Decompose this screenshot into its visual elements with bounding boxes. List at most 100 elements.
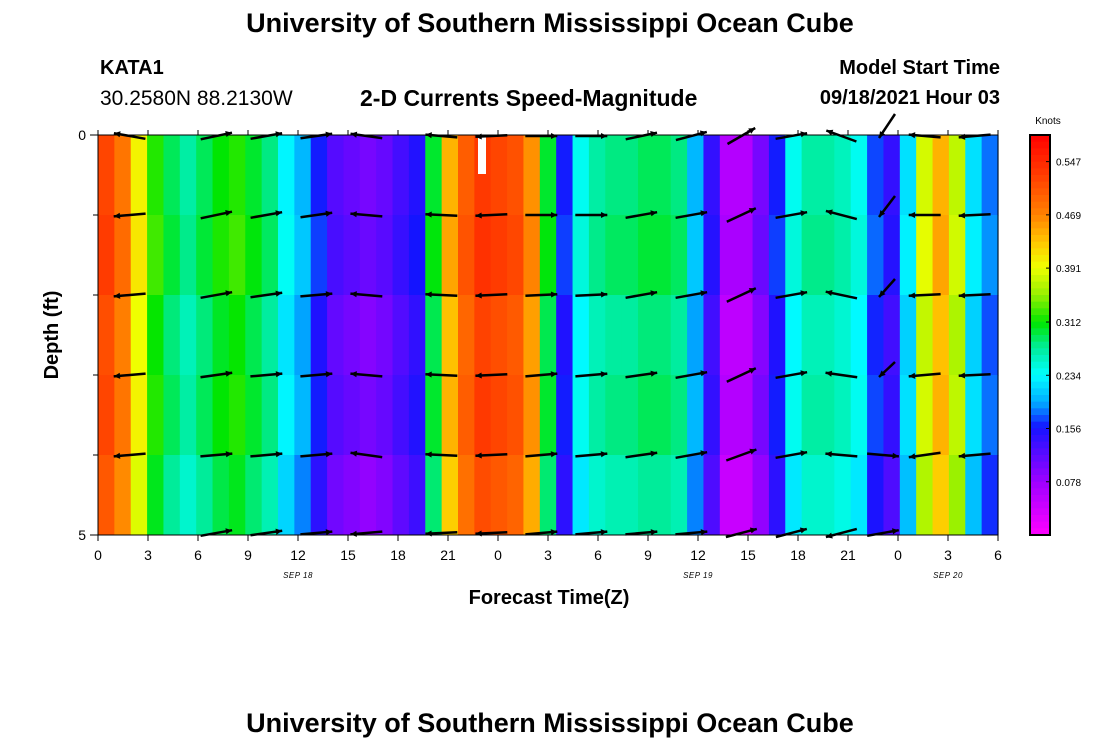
- current-vector-head: [325, 529, 333, 536]
- current-vector-head: [425, 530, 432, 537]
- heat-cell: [834, 295, 852, 376]
- heat-cell: [867, 455, 885, 536]
- heat-cell: [179, 135, 197, 216]
- heat-cell: [130, 135, 148, 216]
- current-vector-head: [825, 290, 833, 296]
- heat-cell: [310, 295, 328, 376]
- heat-cell: [441, 455, 459, 536]
- heat-cell: [850, 375, 868, 456]
- heat-cell: [883, 375, 901, 456]
- x-tick-label: 3: [144, 547, 152, 563]
- model-start-value: 09/18/2021 Hour 03: [819, 87, 1000, 109]
- colorbar-tick-label: 0.547: [1056, 158, 1081, 169]
- current-vector-head: [600, 451, 608, 458]
- current-vector-head: [551, 212, 558, 218]
- x-tick-label: 15: [740, 547, 756, 563]
- heat-cell: [867, 295, 885, 376]
- heat-cell: [261, 295, 279, 376]
- heat-cell: [458, 135, 475, 216]
- heat-cell: [850, 455, 868, 536]
- heat-cell: [212, 135, 230, 216]
- current-vector-head: [892, 528, 899, 535]
- heat-cell: [278, 215, 295, 296]
- heat-cell: [98, 455, 115, 536]
- date-label: SEP 20: [933, 571, 963, 580]
- page-title: University of Southern Mississippi Ocean…: [246, 8, 854, 38]
- current-vector-head: [958, 372, 966, 379]
- heat-cell: [801, 295, 819, 376]
- colorbar-tick-label: 0.312: [1056, 318, 1081, 329]
- heat-cell: [654, 215, 672, 296]
- heat-cell: [867, 215, 885, 296]
- heat-cell: [687, 375, 705, 456]
- heat-cell: [376, 455, 394, 536]
- current-vector-head: [113, 452, 121, 459]
- heat-cell: [474, 375, 492, 456]
- heat-cell: [228, 375, 246, 456]
- heat-cell: [408, 215, 426, 296]
- colorbar-segment: [1030, 268, 1050, 276]
- colorbar-segment: [1030, 475, 1050, 483]
- colorbar-segment: [1030, 368, 1050, 376]
- colorbar-segment: [1030, 241, 1050, 249]
- current-vector-head: [879, 131, 885, 138]
- heat-cell: [572, 455, 590, 536]
- current-vector-head: [879, 210, 886, 217]
- heat-cell: [654, 455, 672, 536]
- heat-cell: [965, 295, 983, 376]
- heat-cell: [228, 135, 246, 216]
- current-vector-head: [650, 450, 658, 457]
- heat-cell: [899, 375, 917, 456]
- current-vector-head: [799, 527, 807, 534]
- current-vector-head: [700, 210, 708, 217]
- colorbar-tick-label: 0.078: [1056, 478, 1081, 489]
- colorbar-border: [1029, 134, 1051, 536]
- heat-cell: [605, 295, 623, 376]
- heat-cell: [294, 455, 312, 536]
- x-tick-label: 21: [840, 547, 856, 563]
- heat-cell: [163, 375, 181, 456]
- heat-cell: [572, 375, 590, 456]
- current-vector-head: [425, 132, 432, 139]
- current-vector-head: [113, 131, 121, 138]
- heat-cell: [147, 215, 165, 296]
- current-vector-head: [550, 291, 558, 298]
- heat-cell: [228, 215, 246, 296]
- heat-cell: [948, 295, 966, 376]
- heat-cell: [245, 455, 263, 536]
- heat-cell: [556, 455, 574, 536]
- heat-cell: [278, 455, 295, 536]
- colorbar-segment: [1030, 488, 1050, 496]
- current-vector-head: [325, 451, 333, 458]
- colorbar-segment: [1030, 168, 1050, 176]
- heat-cell: [539, 375, 557, 456]
- current-vector-head: [475, 292, 482, 299]
- colorbar-segment: [1030, 201, 1050, 209]
- heat-cell: [310, 375, 328, 456]
- heat-cell: [850, 135, 868, 216]
- heat-cell: [98, 215, 115, 296]
- heat-cell: [245, 135, 263, 216]
- heat-cell: [212, 455, 230, 536]
- colorbar-segment: [1030, 455, 1050, 463]
- heat-cell: [294, 375, 312, 456]
- heat-cell: [850, 295, 868, 376]
- current-vector-head: [475, 133, 482, 140]
- heat-cell: [867, 375, 885, 456]
- heat-cell: [327, 215, 345, 296]
- heat-cell: [948, 215, 966, 296]
- current-vector-head: [958, 292, 966, 299]
- x-tick-label: 18: [390, 547, 406, 563]
- heat-cell: [163, 295, 181, 376]
- colorbar-segment: [1030, 381, 1050, 389]
- heat-cell: [981, 135, 999, 216]
- heat-cell: [785, 375, 803, 456]
- colorbar-segment: [1030, 181, 1050, 189]
- colorbar-segment: [1030, 261, 1050, 269]
- current-vector-head: [225, 370, 233, 377]
- heat-cell: [605, 215, 623, 296]
- heat-cell: [899, 215, 917, 296]
- heat-cell: [539, 135, 557, 216]
- heat-cell: [801, 375, 819, 456]
- current-vector-head: [908, 132, 916, 139]
